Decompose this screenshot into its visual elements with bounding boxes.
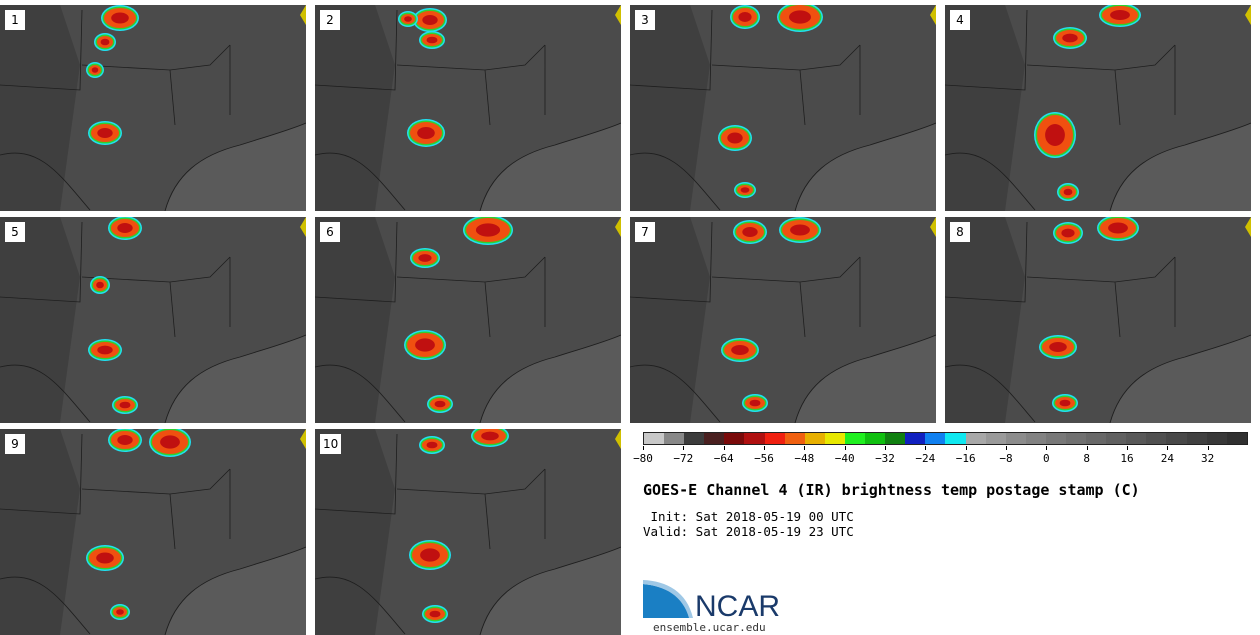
colorbar-tick-mark	[764, 446, 765, 450]
colorbar-cell	[945, 433, 966, 444]
stamp-panel-6: 6	[315, 217, 621, 423]
colorbar-tick-mark	[1046, 446, 1048, 450]
colorbar-cell	[844, 433, 866, 444]
colorbar-tick-mark	[1127, 446, 1128, 450]
colorbar-tick-mark	[1086, 446, 1088, 450]
colorbar-cell	[885, 433, 906, 444]
colorbar-tick-label: 0	[1043, 452, 1050, 465]
colorbar-tick-label: −8	[999, 452, 1013, 465]
stamp-panel-9: 9	[0, 429, 306, 635]
colorbar-tick-label: −48	[794, 452, 815, 465]
init-time: Init: Sat 2018-05-19 00 UTC	[643, 509, 854, 524]
colorbar-cell	[644, 433, 665, 444]
panel-number-label: 5	[5, 222, 25, 242]
colorbar-tick-label: −56	[754, 452, 774, 465]
panel-number-label: 3	[635, 10, 655, 30]
colorbar	[643, 432, 1248, 445]
colorbar-cell	[1126, 433, 1147, 444]
colorbar-tick-label: 32	[1201, 452, 1215, 465]
colorbar-tick-label: −72	[673, 452, 694, 465]
colorbar-cell	[905, 433, 926, 444]
colorbar-tick-label: 24	[1160, 452, 1174, 465]
panel-number-label: 10	[320, 434, 342, 454]
valid-time: Valid: Sat 2018-05-19 23 UTC	[643, 524, 854, 539]
panel-number-label: 4	[950, 10, 970, 30]
colorbar-tick-label: −80	[633, 452, 653, 465]
colorbar-cell	[925, 433, 946, 444]
colorbar-cell	[1065, 433, 1087, 444]
colorbar-tick-label: 16	[1120, 452, 1134, 465]
colorbar-cell	[724, 433, 745, 444]
colorbar-tick-label: 8	[1083, 452, 1090, 465]
stamp-panel-7: 7	[630, 217, 936, 423]
colorbar-tick-mark	[1167, 446, 1169, 450]
colorbar-cell	[764, 433, 785, 444]
colorbar-cell	[684, 433, 705, 444]
colorbar-tick-mark	[643, 446, 644, 450]
stamp-panel-4: 4	[945, 5, 1251, 211]
panel-number-label: 8	[950, 222, 970, 242]
colorbar-cell	[1025, 433, 1046, 444]
colorbar-cell	[1226, 433, 1247, 444]
colorbar-cell	[985, 433, 1006, 444]
colorbar-tick-mark	[804, 446, 806, 450]
colorbar-tick-mark	[925, 446, 927, 450]
colorbar-tick-label: −16	[955, 452, 976, 465]
colorbar-cell	[1106, 433, 1127, 444]
colorbar-cell	[1146, 433, 1167, 444]
panel-number-label: 2	[320, 10, 340, 30]
colorbar-tick-mark	[1207, 446, 1209, 450]
stamp-panel-1: 1	[0, 5, 306, 211]
stamp-panel-3: 3	[630, 5, 936, 211]
colorbar-cell	[865, 433, 886, 444]
colorbar-cell	[1086, 433, 1107, 444]
colorbar-cell	[1005, 433, 1026, 444]
panel-number-label: 6	[320, 222, 340, 242]
colorbar-tick-mark	[885, 446, 886, 450]
colorbar-cell	[1206, 433, 1227, 444]
panel-number-label: 9	[5, 434, 25, 454]
colorbar-cell	[664, 433, 685, 444]
colorbar-ticks: −80 −72 −64 −56 −48 −40 −32 −24 −16 −8 0 8 16 24 32	[633, 446, 1248, 466]
colorbar-cell	[784, 433, 805, 444]
colorbar-tick-label: −32	[875, 452, 895, 465]
colorbar-tick-mark	[1006, 446, 1007, 450]
colorbar-cell	[704, 433, 725, 444]
colorbar-cell	[1166, 433, 1187, 444]
stamp-panel-5: 5	[0, 217, 306, 423]
ncar-logo: NCAR	[643, 580, 780, 622]
ncar-logo-text: NCAR	[695, 590, 780, 622]
panel-number-label: 1	[5, 10, 25, 30]
logo-url: ensemble.ucar.edu	[653, 621, 766, 634]
colorbar-cell	[1186, 433, 1207, 444]
figure-title: GOES-E Channel 4 (IR) brightness temp po…	[643, 481, 1140, 499]
colorbar-tick-mark	[965, 446, 967, 450]
colorbar-tick-label: −24	[915, 452, 936, 465]
colorbar-cell	[824, 433, 845, 444]
colorbar-tick-mark	[683, 446, 685, 450]
colorbar-tick-mark	[844, 446, 846, 450]
colorbar-cell	[965, 433, 986, 444]
colorbar-tick-label: −64	[713, 452, 734, 465]
stamp-panel-8: 8	[945, 217, 1251, 423]
stamp-panel-10: 10	[315, 429, 621, 635]
colorbar-tick-label: −40	[834, 452, 855, 465]
colorbar-cell	[744, 433, 765, 444]
panel-number-label: 7	[635, 222, 655, 242]
colorbar-cell	[804, 433, 825, 444]
stamp-panel-2: 2	[315, 5, 621, 211]
colorbar-tick-mark	[723, 446, 725, 450]
colorbar-cell	[1045, 433, 1066, 444]
